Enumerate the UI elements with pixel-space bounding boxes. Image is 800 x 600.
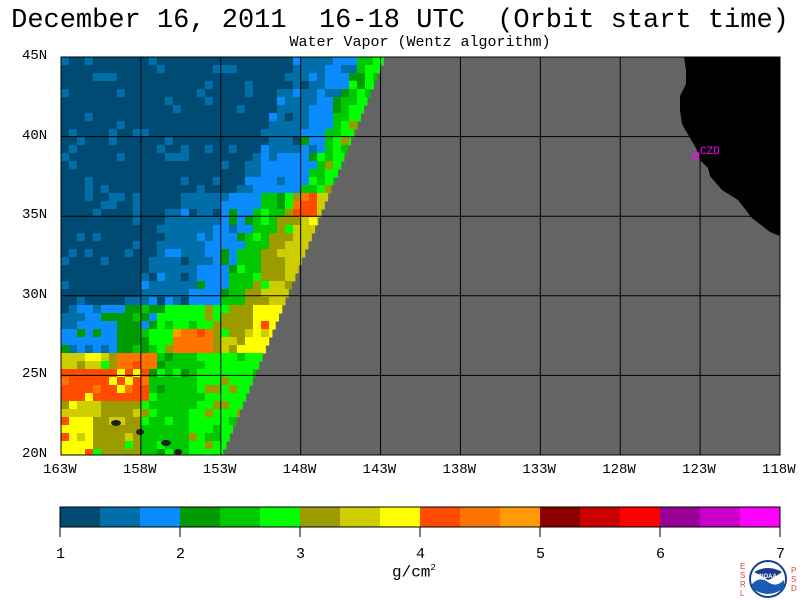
- lon-tick-label: 143W: [362, 462, 397, 478]
- svg-text:P: P: [791, 566, 796, 575]
- lon-tick-label: 138W: [442, 462, 477, 478]
- lat-tick-label: 30N: [22, 286, 48, 303]
- colorbar: [59, 506, 781, 537]
- lon-tick-label: 163W: [43, 462, 77, 478]
- colorbar-tick-label: 5: [536, 546, 546, 563]
- colorbar-swatch: [300, 507, 341, 527]
- land-mask: [680, 57, 780, 236]
- island: [136, 429, 144, 435]
- svg-text:D: D: [791, 584, 797, 593]
- colorbar-swatch: [180, 507, 221, 527]
- map-frame: [60, 56, 781, 456]
- island: [174, 449, 182, 455]
- lon-tick-label: 118W: [762, 462, 796, 478]
- svg-text:R: R: [740, 580, 746, 589]
- lon-tick-label: 148W: [282, 462, 317, 478]
- svg-text:NOAA: NOAA: [759, 574, 777, 580]
- station-marker: [692, 152, 700, 160]
- colorbar-swatch: [580, 507, 621, 527]
- colorbar-swatch: [220, 507, 261, 527]
- colorbar-swatch: [340, 507, 381, 527]
- colorbar-tick-label: 3: [296, 546, 306, 563]
- lon-tick-label: 153W: [202, 462, 237, 478]
- svg-text:S: S: [791, 575, 796, 584]
- colorbar-swatch: [420, 507, 461, 527]
- lat-tick-label: 25N: [22, 366, 48, 383]
- svg-text:E: E: [740, 562, 745, 571]
- colorbar-swatch: [100, 507, 141, 527]
- station-label: CZD: [700, 146, 720, 158]
- colorbar-tick-label: 6: [656, 546, 666, 563]
- lon-tick-label: 158W: [122, 462, 157, 478]
- colorbar-swatch: [380, 507, 421, 527]
- lat-tick-label: 20N: [22, 446, 48, 462]
- colorbar-swatch: [740, 507, 781, 527]
- north-america-landmass: [680, 57, 780, 236]
- island: [161, 440, 171, 446]
- vapor-field: [61, 57, 780, 455]
- colorbar-swatch: [540, 507, 581, 527]
- lat-lon-grid: [61, 57, 780, 455]
- lon-tick-label: 128W: [602, 462, 636, 478]
- colorbar-swatch: [620, 507, 661, 527]
- colorbar-swatch: [60, 507, 101, 527]
- colorbar-swatch: [140, 507, 181, 527]
- lon-tick-label: 123W: [682, 462, 716, 478]
- colorbar-tick-label: 2: [176, 546, 186, 563]
- page-title: December 16, 2011 16-18 UTC (Orbit start…: [11, 6, 789, 36]
- colorbar-swatch: [500, 507, 541, 527]
- svg-text:L: L: [740, 589, 745, 598]
- lat-tick-label: 40N: [22, 127, 48, 144]
- lat-tick-label: 45N: [22, 48, 48, 64]
- colorbar-swatch: [460, 507, 501, 527]
- svg-text:S: S: [740, 571, 745, 580]
- colorbar-tick-label: 7: [776, 546, 786, 563]
- island: [111, 420, 121, 426]
- page-subtitle: Water Vapor (Wentz algorithm): [289, 34, 551, 51]
- colorbar-tick-label: 1: [56, 546, 66, 563]
- colorbar-swatch: [260, 507, 301, 527]
- lat-tick-label: 35N: [22, 207, 48, 224]
- lon-tick-label: 133W: [522, 462, 556, 478]
- colorbar-swatch: [700, 507, 741, 527]
- colorbar-units: g/cm2: [392, 563, 436, 582]
- colorbar-swatch: [660, 507, 701, 527]
- colorbar-tick-label: 4: [416, 546, 426, 563]
